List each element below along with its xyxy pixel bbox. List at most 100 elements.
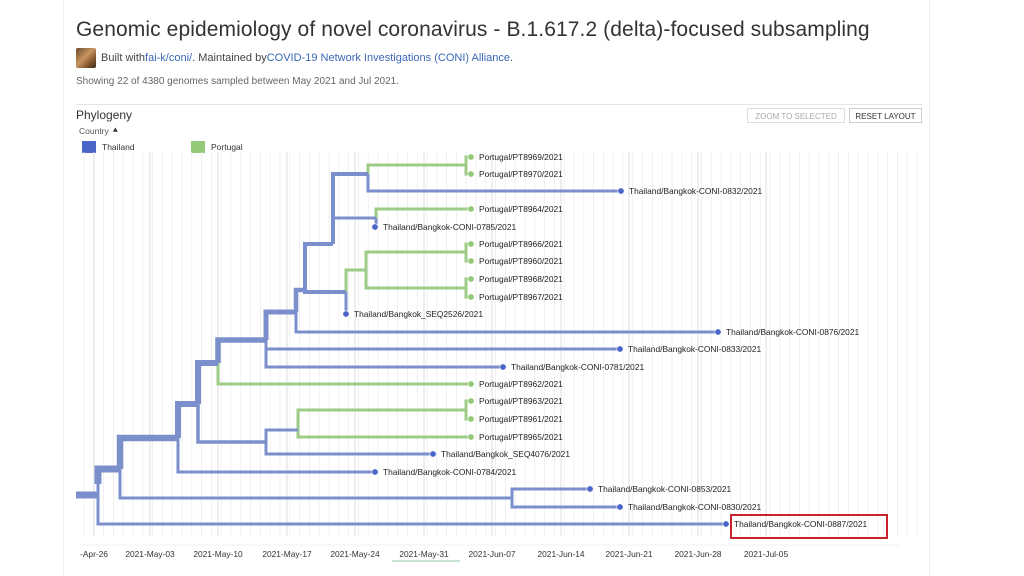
genome-summary: Showing 22 of 4380 genomes sampled betwe… xyxy=(76,76,400,87)
axis-tick-label: 2021-Jun-14 xyxy=(537,549,584,559)
tree-branch xyxy=(175,401,198,438)
tip-point xyxy=(467,275,475,283)
tip-point xyxy=(616,345,624,353)
tip-label: Thailand/Bangkok-CONI-0784/2021 xyxy=(383,467,516,477)
tip-label: Thailand/Bangkok_SEQ2526/2021 xyxy=(354,309,483,319)
tip-label: Portugal/PT8967/2021 xyxy=(479,292,563,302)
tip-point xyxy=(467,170,475,178)
axis-tick-label: 2021-May-10 xyxy=(193,549,243,559)
built-with-link[interactable]: fai-k/coni/ xyxy=(145,52,193,64)
tip-point xyxy=(467,415,475,423)
chevron-up-icon: ⯅ xyxy=(111,125,119,135)
legend-item-portugal[interactable]: Portugal xyxy=(191,141,243,153)
legend-label-thailand: Thailand xyxy=(102,142,135,152)
tree-branch xyxy=(364,250,466,270)
tip-point xyxy=(467,397,475,405)
axis-tick-label: 2021-May-24 xyxy=(330,549,380,559)
tip-label: Thailand/Bangkok_SEQ4076/2021 xyxy=(441,449,570,459)
tree-branch xyxy=(215,337,266,363)
tree-branch xyxy=(176,438,375,474)
tip-label: Thailand/Bangkok-CONI-0832/2021 xyxy=(629,186,762,196)
tip-point xyxy=(617,187,625,195)
axis-tick-label: 2021-Jun-21 xyxy=(605,549,652,559)
tip-label: Thailand/Bangkok-CONI-0853/2021 xyxy=(598,484,731,494)
highlight-box xyxy=(730,514,888,539)
tip-label: Portugal/PT8969/2021 xyxy=(479,152,563,162)
tree-branch xyxy=(331,216,376,244)
tip-label: Thailand/Bangkok-CONI-0781/2021 xyxy=(511,362,644,372)
tree-branch xyxy=(293,287,305,312)
tip-label: Thailand/Bangkok-CONI-0887/2021 xyxy=(734,519,867,529)
built-with-text: Built with xyxy=(101,52,146,64)
axis-tick-label: 2021-Jul-05 xyxy=(744,549,789,559)
tree-branch xyxy=(216,363,471,386)
tip-point xyxy=(467,153,475,161)
tree-branch xyxy=(366,174,621,193)
maintainer-avatar xyxy=(76,48,96,68)
tip-point xyxy=(467,257,475,265)
tip-label: Portugal/PT8962/2021 xyxy=(479,379,563,389)
tip-label: Portugal/PT8970/2021 xyxy=(479,169,563,179)
tip-label: Portugal/PT8960/2021 xyxy=(479,256,563,266)
tip-label: Portugal/PT8966/2021 xyxy=(479,239,563,249)
tip-label: Thailand/Bangkok-CONI-0833/2021 xyxy=(628,344,761,354)
tree-branch xyxy=(116,434,178,469)
maintained-by-text: . Maintained by xyxy=(192,52,267,64)
tree-branch xyxy=(296,408,466,430)
tip-point xyxy=(467,205,475,213)
tip-label: Portugal/PT8968/2021 xyxy=(479,274,563,284)
tree-branch xyxy=(294,312,718,334)
tree-branch xyxy=(303,290,346,294)
tip-point xyxy=(429,450,437,458)
tip-point xyxy=(722,520,730,528)
tree-branch xyxy=(196,404,266,444)
tip-point xyxy=(342,310,350,318)
byline-period: . xyxy=(510,52,514,64)
tip-point xyxy=(467,380,475,388)
tip-point xyxy=(616,503,624,511)
tree-branch xyxy=(296,430,471,439)
legend-label-portugal: Portugal xyxy=(211,142,243,152)
tip-point xyxy=(714,328,722,336)
tree-branch xyxy=(94,465,120,484)
tip-label: Thailand/Bangkok-CONI-0785/2021 xyxy=(383,222,516,232)
tree-branch xyxy=(195,360,218,404)
phylogeny-title: Phylogeny xyxy=(76,108,133,122)
tip-point xyxy=(371,468,379,476)
tree-branch xyxy=(118,469,512,500)
tip-label: Portugal/PT8965/2021 xyxy=(479,432,563,442)
byline: Built with fai-k/coni/ . Maintained by C… xyxy=(76,48,513,68)
tree-branch xyxy=(263,309,296,340)
tree-branch xyxy=(344,268,366,292)
color-by-toggle[interactable]: Country ⯅ xyxy=(79,125,119,136)
tree-branch xyxy=(374,207,471,218)
tip-point xyxy=(467,293,475,301)
tip-label: Thailand/Bangkok-CONI-0876/2021 xyxy=(726,327,859,337)
tip-label: Portugal/PT8961/2021 xyxy=(479,414,563,424)
axis-tick-label: 2021-Jun-28 xyxy=(674,549,721,559)
tree-branch xyxy=(364,270,466,290)
axis-tick-label: 2021-May-17 xyxy=(262,549,312,559)
tip-point xyxy=(371,223,379,231)
axis-tick-label: 2021-May-31 xyxy=(399,549,449,559)
tip-point xyxy=(586,485,594,493)
reset-layout-button[interactable]: RESET LAYOUT xyxy=(849,108,922,123)
tree-branch xyxy=(510,487,590,498)
legend-swatch-portugal xyxy=(191,141,205,153)
tree-branch xyxy=(366,163,466,174)
axis-tick-label: 2021-May-03 xyxy=(125,549,175,559)
zoom-to-selected-button[interactable]: ZOOM TO SELECTED xyxy=(747,108,845,123)
tree-branch xyxy=(303,242,333,290)
axis-tick-label: -Apr-26 xyxy=(80,549,108,559)
legend-swatch-thailand xyxy=(82,141,96,153)
legend-item-thailand[interactable]: Thailand xyxy=(82,141,135,153)
axis-tick-label: 2021-Jun-07 xyxy=(468,549,515,559)
tree-branch xyxy=(264,442,433,456)
tree-branch xyxy=(510,498,620,509)
tip-label: Portugal/PT8964/2021 xyxy=(479,204,563,214)
tip-label: Thailand/Bangkok-CONI-0830/2021 xyxy=(628,502,761,512)
maintainer-link[interactable]: COVID-19 Network Investigations (CONI) A… xyxy=(266,52,511,64)
page-title: Genomic epidemiology of novel coronaviru… xyxy=(76,18,870,41)
tip-point xyxy=(467,240,475,248)
